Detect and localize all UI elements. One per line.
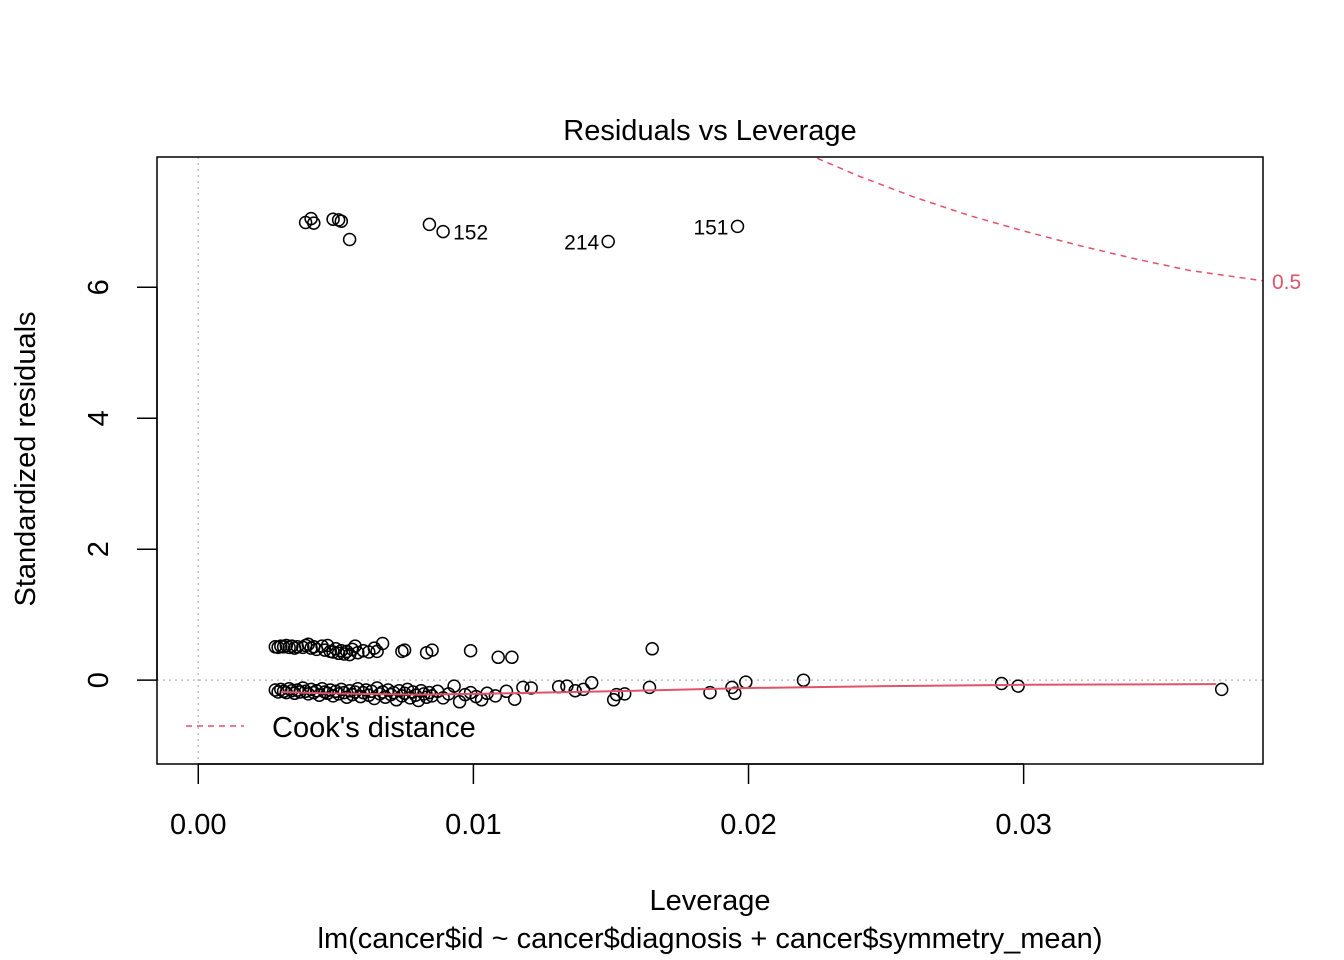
data-point (367, 641, 382, 655)
x-tick-label: 0.02 (720, 809, 776, 841)
data-point (342, 232, 357, 247)
data-point (488, 689, 503, 703)
y-tick-label: 0 (83, 672, 115, 688)
data-point (617, 687, 632, 701)
y-tick-label: 6 (83, 279, 115, 295)
data-point (584, 676, 599, 690)
x-axis: 0.00 0.01 0.02 0.03 (170, 763, 1052, 841)
data-point (342, 683, 357, 698)
data-point (507, 692, 522, 706)
y-tick-label: 2 (83, 541, 115, 557)
data-point (728, 686, 742, 701)
data-point (642, 680, 657, 695)
data-point (307, 216, 321, 230)
data-point (703, 685, 717, 700)
data-point (279, 638, 294, 653)
data-point (326, 212, 340, 226)
data-point (422, 685, 437, 700)
data-point (386, 685, 401, 700)
smoother-line (280, 683, 1217, 696)
model-formula: lm(cancer$id ~ cancer$diagnosis + cancer… (318, 923, 1103, 955)
data-point (422, 217, 437, 232)
x-tick-label: 0.01 (445, 809, 501, 841)
data-point (499, 684, 514, 699)
y-tick-label: 4 (83, 410, 115, 426)
data-point (334, 214, 349, 228)
data-point (1214, 682, 1229, 697)
data-point (463, 643, 478, 658)
data-point (334, 643, 349, 658)
data-point (796, 673, 811, 687)
data-point (1011, 679, 1025, 693)
x-axis-label: Leverage (650, 885, 771, 917)
data-point (524, 681, 538, 695)
data-point (601, 234, 615, 249)
data-point (447, 679, 461, 693)
cooks-distance-level-label: 0.5 (1272, 271, 1301, 294)
data-point (576, 682, 591, 697)
data-point (645, 642, 659, 656)
data-point (739, 675, 753, 689)
plot-frame (156, 156, 1264, 765)
legend-label: Cook's distance (272, 712, 476, 744)
point-label: 152 (453, 222, 488, 245)
data-point (348, 639, 362, 653)
x-tick-label: 0.00 (170, 809, 226, 841)
plot-content (157, 157, 1263, 764)
legend: Cook's distance (186, 712, 476, 744)
point-label: 214 (564, 232, 599, 255)
data-point (298, 684, 313, 699)
plot-clip (157, 157, 1263, 764)
data-point (730, 219, 745, 234)
chart-title: Residuals vs Leverage (563, 115, 856, 147)
y-axis-label: Standardized residuals (10, 311, 42, 606)
data-point (436, 224, 450, 239)
data-point (505, 650, 519, 665)
x-tick-label: 0.03 (995, 809, 1051, 841)
data-point (568, 683, 582, 698)
data-point (425, 643, 439, 657)
points-layer (268, 211, 1229, 709)
plot-area (156, 156, 1264, 765)
point-labels: 152 214 151 (453, 216, 728, 254)
data-point (337, 647, 351, 661)
data-point (331, 646, 346, 661)
data-point (375, 636, 390, 651)
data-point (329, 684, 343, 699)
y-axis: 0 2 4 6 (83, 279, 158, 688)
data-point (994, 676, 1009, 691)
data-point (609, 687, 624, 702)
data-point (491, 650, 505, 665)
point-label: 151 (693, 216, 728, 239)
cooks-distance-contour (817, 157, 1263, 282)
data-point (285, 639, 299, 653)
data-point (351, 645, 365, 660)
data-point (397, 643, 412, 657)
